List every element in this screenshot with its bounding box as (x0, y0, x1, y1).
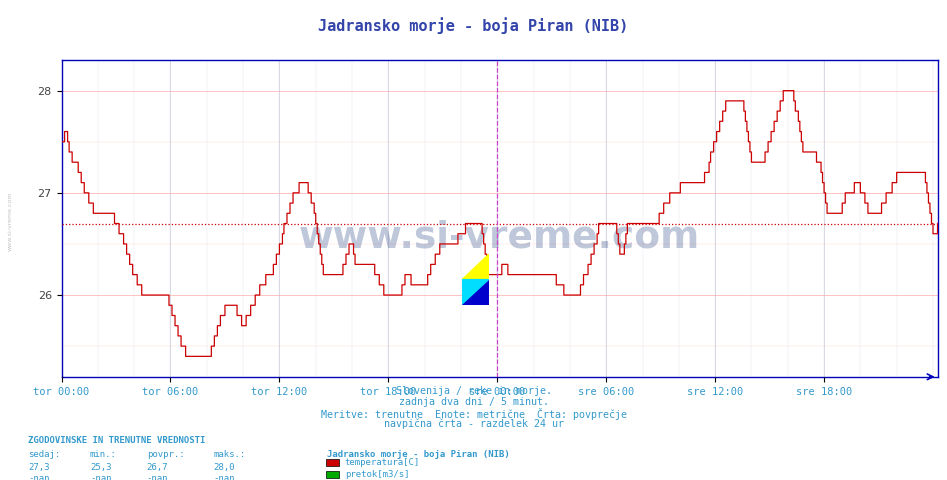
Text: pretok[m3/s]: pretok[m3/s] (345, 470, 409, 479)
Text: www.si-vreme.com: www.si-vreme.com (8, 191, 12, 251)
Text: ZGODOVINSKE IN TRENUTNE VREDNOSTI: ZGODOVINSKE IN TRENUTNE VREDNOSTI (28, 436, 205, 445)
Text: -nan: -nan (147, 474, 169, 480)
Text: maks.:: maks.: (213, 450, 245, 459)
Text: -nan: -nan (90, 474, 112, 480)
Polygon shape (462, 279, 489, 305)
Polygon shape (462, 279, 489, 305)
Text: -nan: -nan (213, 474, 235, 480)
Text: Meritve: trenutne  Enote: metrične  Črta: povprečje: Meritve: trenutne Enote: metrične Črta: … (320, 408, 627, 420)
Text: 28,0: 28,0 (213, 463, 235, 472)
Text: www.si-vreme.com: www.si-vreme.com (299, 219, 700, 255)
Text: Slovenija / reke in morje.: Slovenija / reke in morje. (396, 386, 551, 396)
Text: 25,3: 25,3 (90, 463, 112, 472)
Text: povpr.:: povpr.: (147, 450, 185, 459)
Text: -nan: -nan (28, 474, 50, 480)
Text: 26,7: 26,7 (147, 463, 169, 472)
Polygon shape (462, 254, 489, 279)
Text: sedaj:: sedaj: (28, 450, 61, 459)
Text: Jadransko morje - boja Piran (NIB): Jadransko morje - boja Piran (NIB) (318, 17, 629, 34)
Text: Jadransko morje - boja Piran (NIB): Jadransko morje - boja Piran (NIB) (327, 450, 509, 459)
Text: navpična črta - razdelek 24 ur: navpična črta - razdelek 24 ur (384, 418, 563, 429)
Text: 27,3: 27,3 (28, 463, 50, 472)
Text: zadnja dva dni / 5 minut.: zadnja dva dni / 5 minut. (399, 397, 548, 407)
Text: temperatura[C]: temperatura[C] (345, 458, 420, 467)
Text: min.:: min.: (90, 450, 116, 459)
